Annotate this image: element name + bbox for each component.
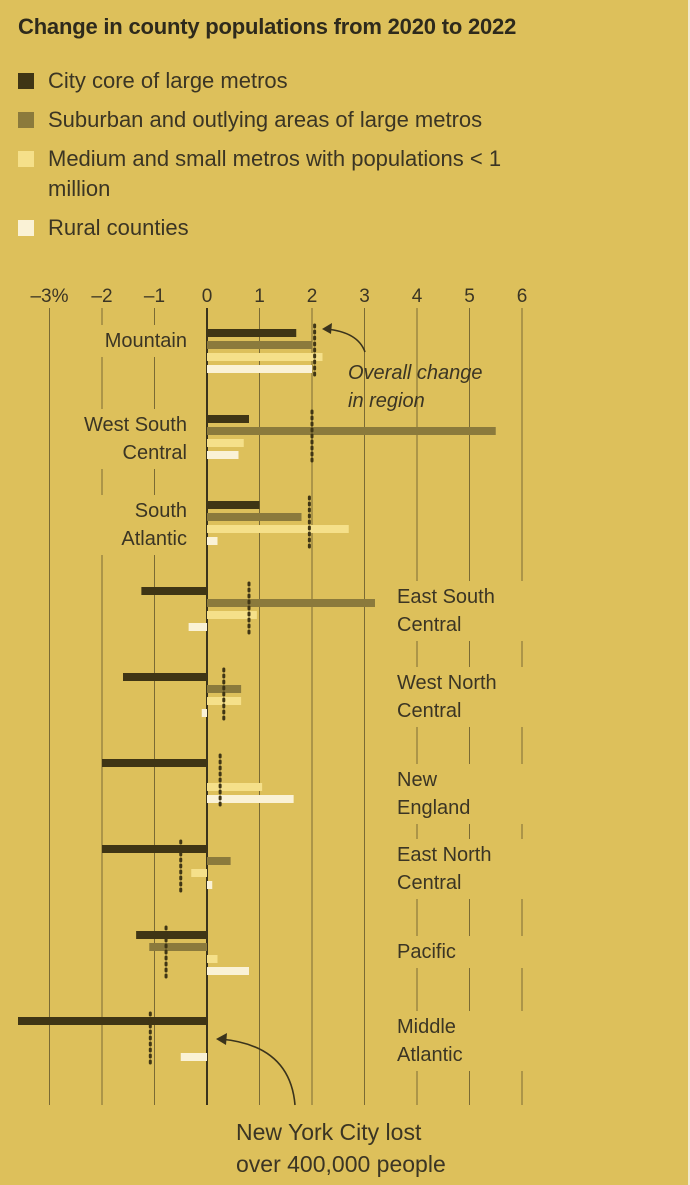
legend-item-suburban: Suburban and outlying areas of large met… <box>18 105 588 135</box>
legend-swatch-rural <box>18 220 34 236</box>
legend-label: Medium and small metros with populations… <box>48 146 502 201</box>
bar-2-series-4 <box>207 451 239 459</box>
bar-4-series-3 <box>207 611 257 619</box>
legend-swatch-suburban <box>18 112 34 128</box>
bar-7-series-4 <box>207 881 213 889</box>
annotation-arrowhead <box>216 1033 227 1045</box>
annotation-arrow <box>325 328 366 353</box>
page-border <box>688 0 690 1185</box>
bar-7-series-2 <box>207 857 231 865</box>
bar-2-series-1 <box>207 415 249 423</box>
tick-label: 0 <box>202 286 213 307</box>
legend-label: Rural counties <box>48 215 189 240</box>
annotation-overall-change: Overall change <box>348 362 483 384</box>
bar-4-series-1 <box>141 587 207 595</box>
category-label: England <box>397 797 470 819</box>
bar-2-series-2 <box>207 427 496 435</box>
tick-label: 1 <box>254 286 265 307</box>
bar-1-series-3 <box>207 353 323 361</box>
chart-title: Change in county populations from 2020 t… <box>18 14 517 39</box>
bar-9-series-1 <box>18 1017 207 1025</box>
category-label: Middle <box>397 1016 456 1038</box>
legend-label: Suburban and outlying areas of large met… <box>48 107 483 132</box>
tick-label: –3% <box>30 286 68 307</box>
tick-label: –2 <box>91 286 112 307</box>
category-label: Atlantic <box>397 1044 463 1066</box>
bar-1-series-2 <box>207 341 312 349</box>
legend-swatch-medium-small-metros <box>18 151 34 167</box>
tick-label: 4 <box>412 286 423 307</box>
bar-3-series-4 <box>207 537 218 545</box>
bar-2-series-3 <box>207 439 244 447</box>
bar-6-series-1 <box>102 759 207 767</box>
category-label: New <box>397 769 438 791</box>
bar-8-series-1 <box>136 931 207 939</box>
category-label: South <box>135 500 187 522</box>
category-label: Mountain <box>105 330 187 352</box>
bar-3-series-1 <box>207 501 260 509</box>
bar-9-series-4 <box>180 1053 207 1061</box>
category-label: Pacific <box>397 941 456 963</box>
tick-label: 3 <box>359 286 370 307</box>
category-label: Central <box>123 442 187 464</box>
legend-item-rural: Rural counties <box>18 213 588 243</box>
category-label: East South <box>397 586 495 608</box>
tick-label: 2 <box>307 286 318 307</box>
legend-item-medium-small-metros: Medium and small metros with populations… <box>18 144 588 204</box>
legend-item-city-core: City core of large metros <box>18 66 588 96</box>
annotation-new-york: New York City lost <box>236 1119 422 1145</box>
legend-swatch-city-core <box>18 73 34 89</box>
bar-6-series-3 <box>207 783 263 791</box>
bar-3-series-3 <box>207 525 349 533</box>
category-label: Central <box>397 700 461 722</box>
bar-5-series-1 <box>123 673 207 681</box>
bar-8-series-4 <box>207 967 249 975</box>
annotation-arrowhead <box>322 323 332 334</box>
annotation-arrow <box>219 1038 296 1106</box>
category-label: East North <box>397 844 491 866</box>
annotation-new-york: over 400,000 people <box>236 1151 446 1177</box>
tick-label: –1 <box>144 286 165 307</box>
annotation-overall-change: in region <box>348 390 425 412</box>
category-label: Central <box>397 872 461 894</box>
category-label: Central <box>397 614 461 636</box>
category-label: West North <box>397 672 497 694</box>
bar-5-series-4 <box>201 709 207 717</box>
legend: City core of large metros Suburban and o… <box>18 66 588 252</box>
bar-7-series-3 <box>191 869 207 877</box>
bar-4-series-4 <box>188 623 207 631</box>
legend-label: City core of large metros <box>48 68 288 93</box>
bar-6-series-4 <box>207 795 294 803</box>
bar-1-series-4 <box>207 365 312 373</box>
bar-4-series-2 <box>207 599 375 607</box>
category-label: Atlantic <box>121 528 187 550</box>
bar-8-series-3 <box>207 955 218 963</box>
tick-label: 5 <box>464 286 475 307</box>
bar-3-series-2 <box>207 513 302 521</box>
category-label: West South <box>84 414 187 436</box>
bar-1-series-1 <box>207 329 297 337</box>
tick-label: 6 <box>517 286 528 307</box>
bar-8-series-2 <box>149 943 207 951</box>
bar-7-series-1 <box>102 845 207 853</box>
